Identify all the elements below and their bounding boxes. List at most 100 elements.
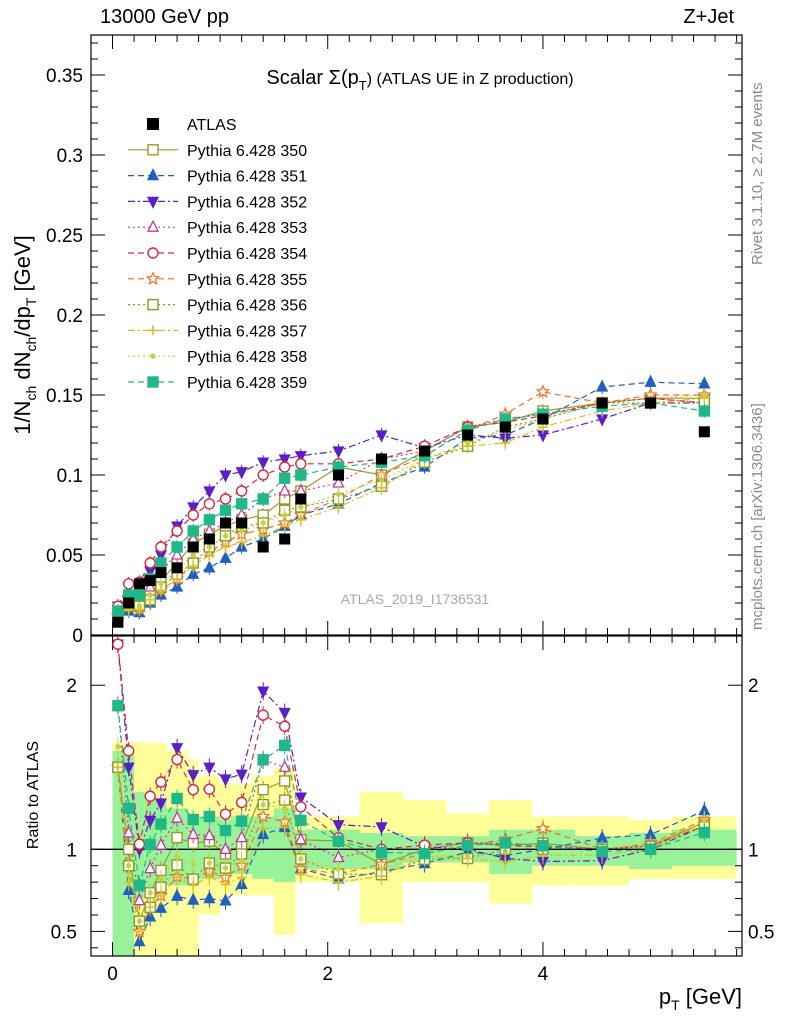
- ratio-point-9: [219, 824, 232, 837]
- ratio-point-9: [257, 754, 269, 766]
- legend-label-8: Pythia 6.428 358: [187, 349, 307, 366]
- ratio-point-9: [112, 700, 124, 712]
- ratio-point-4: [295, 801, 307, 813]
- ratio-point-3: [122, 825, 135, 838]
- ratio-point-9: [537, 839, 549, 852]
- ratio-point-9: [122, 802, 135, 815]
- xlabel-rest: [GeV]: [680, 984, 742, 1009]
- ratio-point-0: [257, 783, 269, 796]
- legend-marker-4: [147, 247, 159, 259]
- series-point-8: [298, 504, 304, 510]
- ratio-point-4: [187, 783, 199, 796]
- series-line-4: [117, 397, 705, 607]
- ylabel-part-5: /dp: [10, 306, 35, 337]
- series-point-4: [122, 578, 135, 590]
- ratio-point-2: [122, 762, 135, 775]
- series-point-9: [278, 472, 291, 484]
- ratio-point-9: [332, 835, 345, 847]
- series-point-4: [257, 469, 269, 481]
- series-point-8: [158, 581, 164, 587]
- legend-marker-0: [147, 144, 159, 156]
- legend-label-7: Pythia 6.428 357: [187, 323, 307, 340]
- y-tick-label-main: 0.35: [46, 66, 83, 87]
- ratio-point-4: [112, 638, 124, 650]
- ratio-point-4: [257, 709, 269, 721]
- series-point-1: [219, 550, 232, 563]
- y-tick-label-main: 0.25: [46, 226, 83, 247]
- ratio-point-9: [144, 838, 156, 851]
- ratio-point-9: [278, 739, 291, 752]
- series-line-9: [117, 402, 705, 612]
- ratio-point-5: [256, 808, 271, 823]
- atlas-data-point: [236, 517, 248, 529]
- ratio-point-7: [123, 877, 134, 888]
- series-point-2: [235, 467, 248, 480]
- y-tick-label-ratio: 0.5: [51, 922, 77, 943]
- series-point-7: [258, 530, 269, 541]
- main-series-markers: [110, 374, 712, 628]
- legend-marker-1: [146, 168, 160, 181]
- side-label-mcplots: mcplots.cern.ch [arXiv:1306.3436]: [749, 403, 766, 630]
- series-point-7: [295, 514, 306, 525]
- legend-marker-2: [146, 196, 160, 209]
- ratio-point-2: [278, 707, 291, 721]
- ratio-point-7: [204, 871, 215, 882]
- xlabel-main: p: [659, 984, 671, 1009]
- watermark-analysis-id: ATLAS_2019_I1736531: [341, 591, 490, 607]
- series-point-7: [188, 561, 199, 572]
- ratio-point-3: [294, 832, 307, 845]
- xlabel-subscript: T: [671, 997, 680, 1013]
- legend-marker-5: [145, 271, 161, 285]
- series-point-3: [278, 483, 291, 496]
- legend-label-4: Pythia 6.428 354: [187, 246, 307, 263]
- header-collision-label: 13000 GeV pp: [100, 6, 229, 28]
- main-title: Scalar Σ(pT) (ATLAS UE in Z production): [266, 67, 573, 93]
- ratio-point-3: [203, 828, 216, 841]
- ratio-point-9: [698, 826, 711, 839]
- ratio-point-9: [295, 814, 307, 827]
- atlas-data-point: [295, 493, 307, 505]
- series-point-9: [295, 469, 307, 481]
- ratio-series-lines: [117, 644, 705, 944]
- atlas-data-point: [187, 541, 199, 553]
- atlas-data-point: [133, 578, 145, 590]
- series-point-8: [238, 528, 245, 534]
- atlas-data-point: [279, 533, 291, 545]
- ratio-point-7: [112, 762, 123, 773]
- ratio-point-9: [171, 792, 183, 805]
- series-point-9: [219, 504, 232, 516]
- ratio-point-3: [219, 841, 232, 854]
- ratio-line-7: [117, 767, 705, 934]
- ratio-point-1: [133, 934, 146, 947]
- series-point-2: [257, 457, 270, 470]
- atlas-data-point: [203, 533, 215, 545]
- ratio-line-2: [117, 644, 705, 863]
- ratio-point-2: [203, 762, 216, 775]
- atlas-data-point: [419, 445, 431, 457]
- ratio-point-8: [115, 744, 121, 750]
- ratio-point-2: [171, 743, 184, 756]
- ratio-point-7: [236, 872, 247, 883]
- ratio-point-2: [187, 770, 200, 783]
- title-main-text: Scalar Σ(p: [266, 67, 358, 89]
- series-point-4: [278, 461, 291, 473]
- ratio-point-7: [220, 879, 231, 890]
- series-point-8: [701, 392, 708, 398]
- series-point-1: [698, 376, 711, 389]
- series-point-8: [260, 520, 266, 526]
- ratio-point-9: [203, 810, 216, 823]
- ratio-point-2: [235, 769, 248, 782]
- series-point-4: [187, 509, 199, 521]
- ylabel-part-2: ch: [23, 386, 39, 401]
- series-point-9: [257, 493, 269, 505]
- y-tick-label-ratio-right: 2: [748, 676, 759, 697]
- ratio-plot-frame: [90, 635, 743, 957]
- series-point-4: [155, 541, 167, 553]
- atlas-data-point: [499, 421, 511, 433]
- legend-label-9: Pythia 6.428 359: [187, 375, 307, 392]
- series-point-8: [136, 603, 143, 609]
- ratio-point-9: [418, 847, 431, 860]
- series-point-5: [535, 384, 551, 398]
- series-point-8: [190, 552, 196, 558]
